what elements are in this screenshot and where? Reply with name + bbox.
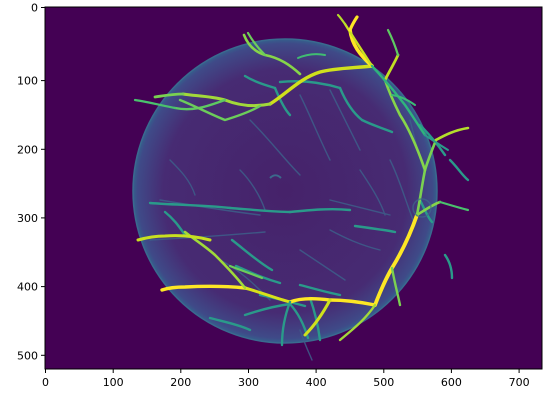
medium-vessels [148, 74, 470, 342]
axes-frame [44, 6, 543, 370]
retina-image [132, 13, 470, 361]
fundus-disc [132, 38, 438, 344]
y-tick-label: 200 [17, 143, 38, 156]
y-tick-label: 300 [17, 212, 38, 225]
x-tick-label: 700 [509, 376, 530, 389]
x-axis: 0 100 200 300 400 500 600 700 [42, 369, 530, 389]
optic-disc [412, 198, 432, 218]
major-vessels [133, 13, 470, 347]
x-tick-label: 600 [441, 376, 462, 389]
y-tick-label: 500 [17, 349, 38, 362]
x-tick-label: 500 [373, 376, 394, 389]
faint-vessels [149, 89, 426, 361]
x-tick-label: 100 [103, 376, 124, 389]
x-tick-label: 0 [42, 376, 49, 389]
x-tick-label: 400 [306, 376, 327, 389]
fovea-mark [269, 174, 282, 179]
y-tick-label: 0 [31, 2, 38, 15]
y-axis: 0 100 200 300 400 500 [17, 2, 45, 362]
x-tick-label: 300 [238, 376, 259, 389]
y-tick-label: 100 [17, 75, 38, 88]
y-tick-label: 400 [17, 281, 38, 294]
x-tick-label: 200 [170, 376, 191, 389]
